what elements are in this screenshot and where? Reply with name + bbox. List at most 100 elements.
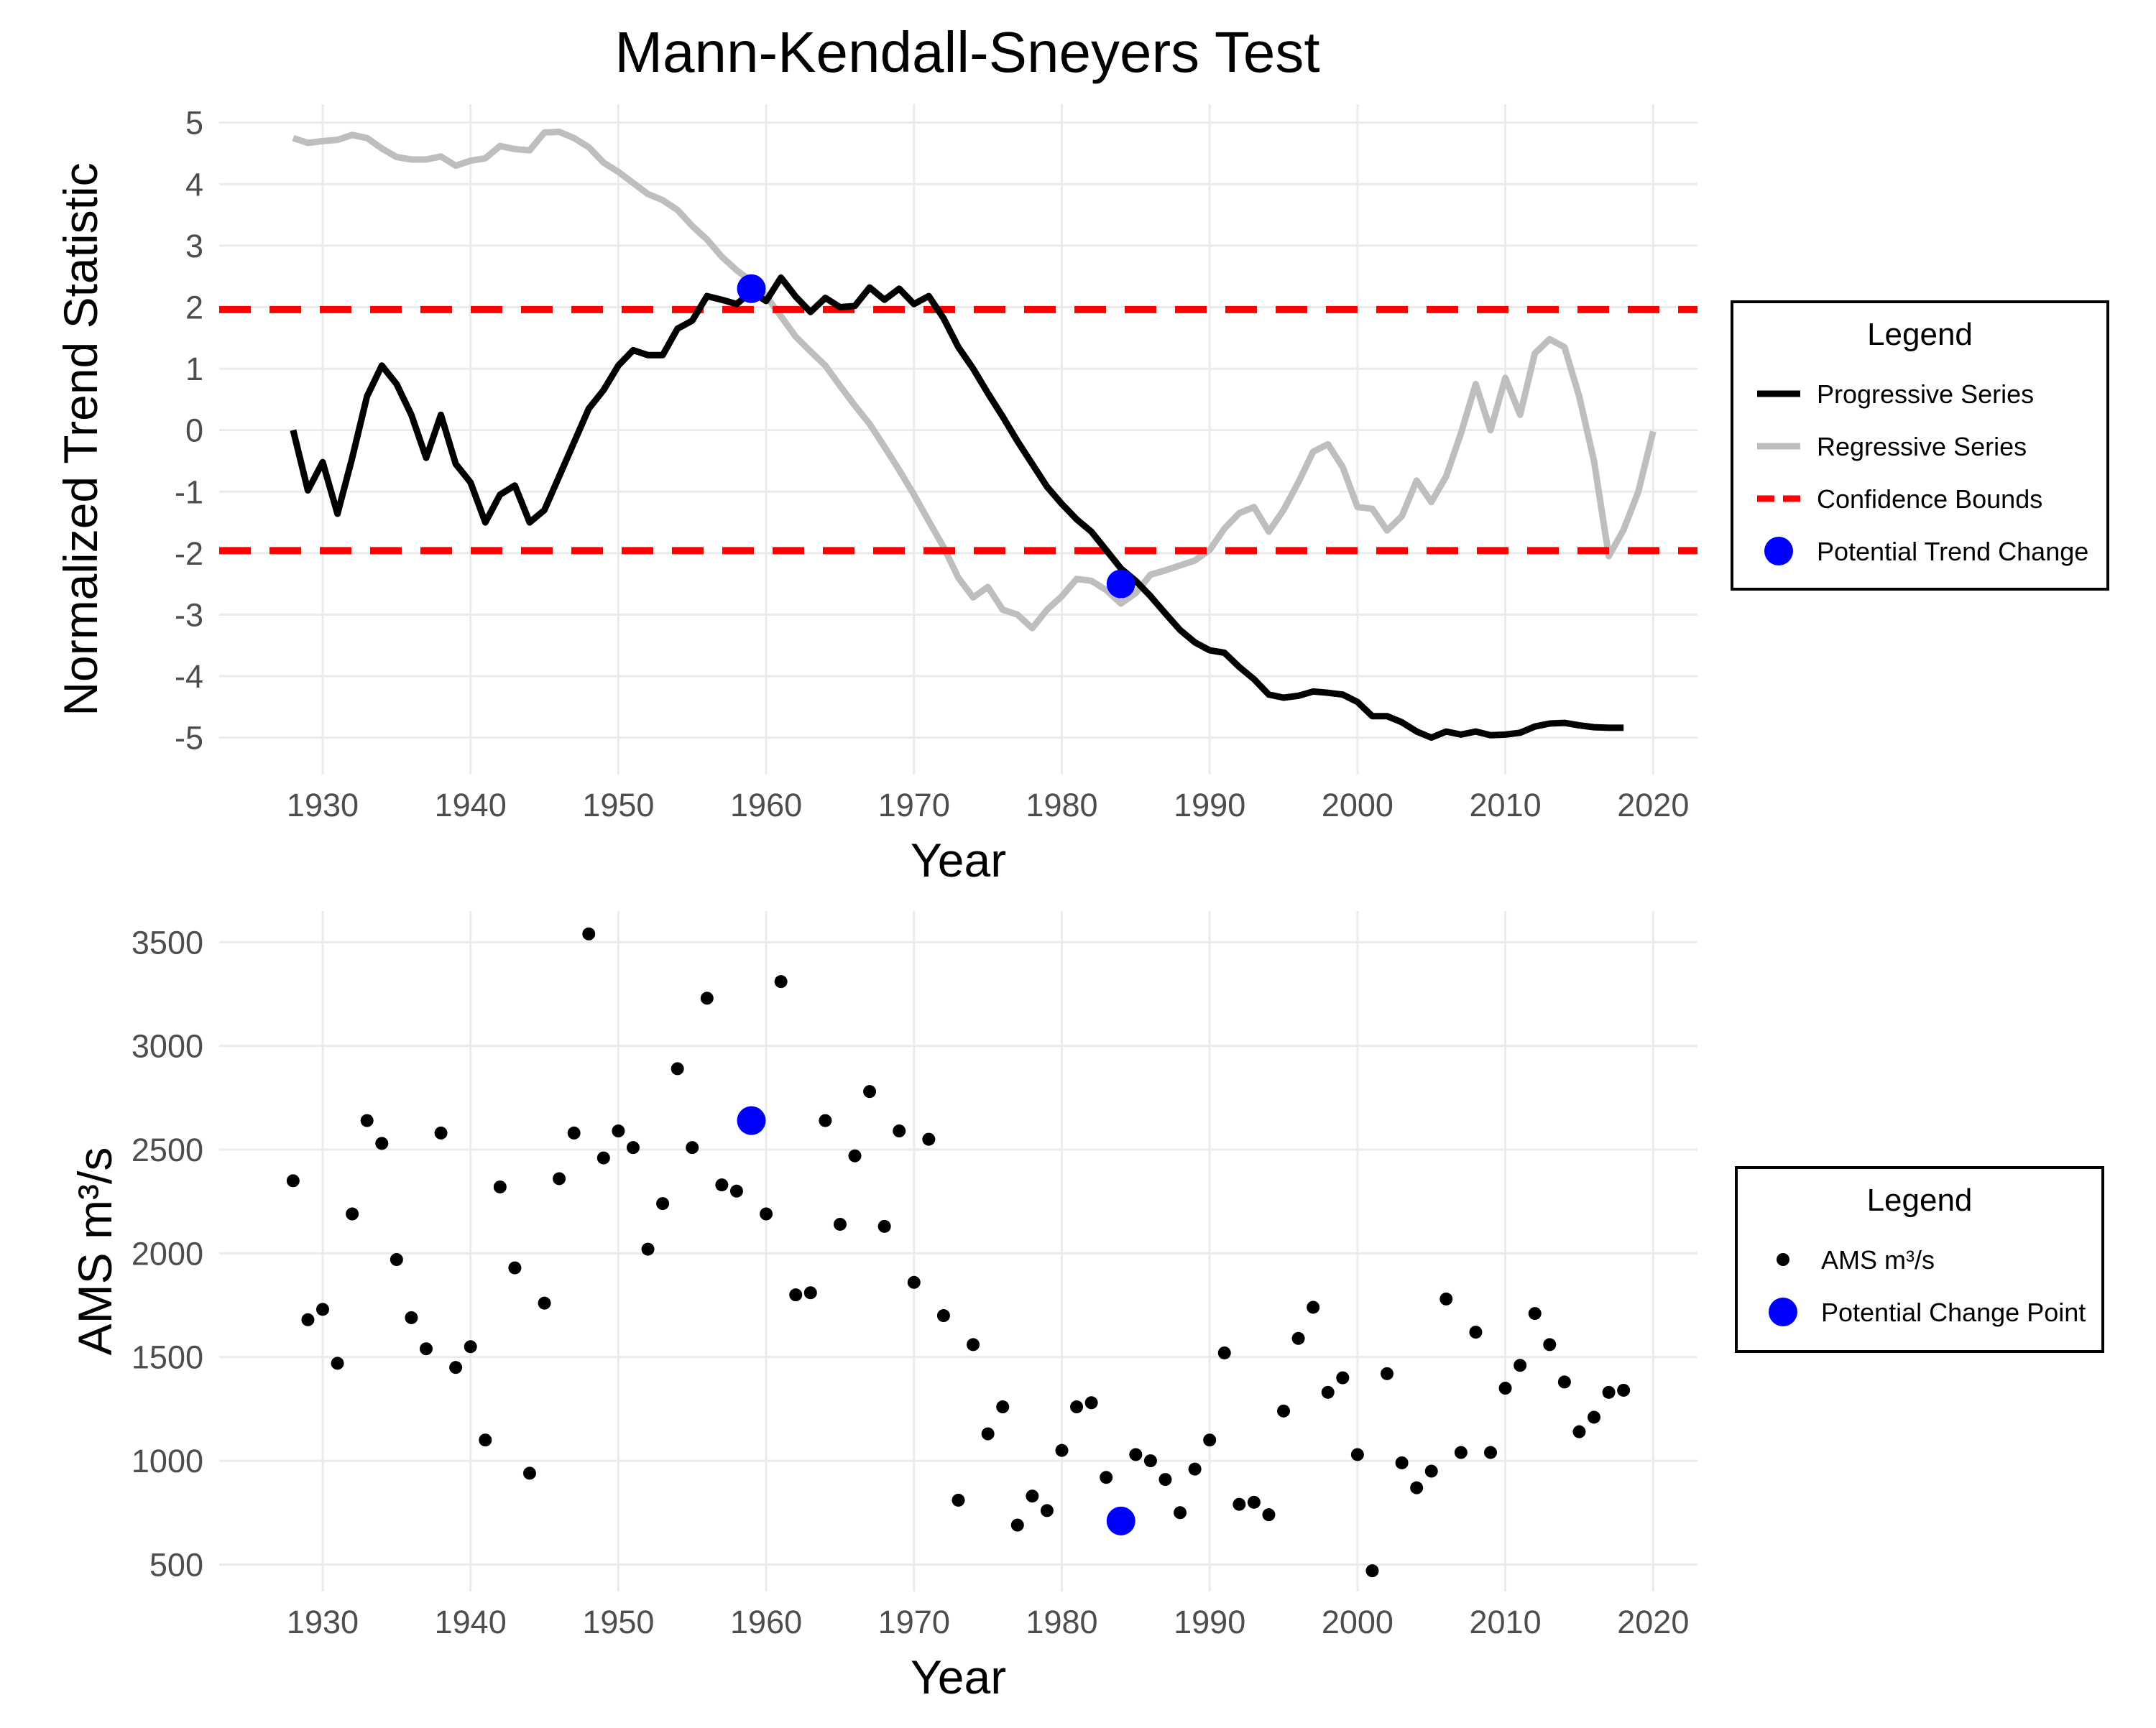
ams-point (1484, 1446, 1498, 1459)
ams-point (346, 1207, 359, 1221)
ams-point (907, 1275, 921, 1289)
y-tick-label: -1 (175, 473, 203, 510)
ams-point (626, 1141, 640, 1155)
x-tick-label: 2010 (1470, 787, 1542, 823)
x-tick-label: 2020 (1617, 1604, 1689, 1640)
ams-point (1307, 1300, 1320, 1314)
ams-point (1203, 1433, 1217, 1447)
ams-point (1055, 1443, 1069, 1457)
legend-box (1735, 1166, 2104, 1353)
ams-point (522, 1466, 536, 1480)
ams-point (1321, 1385, 1335, 1399)
ams-point (967, 1338, 980, 1352)
ams-point (803, 1286, 817, 1300)
x-tick-label: 2010 (1470, 1604, 1542, 1640)
ams-point (1010, 1518, 1024, 1532)
y-tick-label: 500 (149, 1546, 203, 1583)
x-tick-label: 2000 (1322, 1604, 1393, 1640)
trend-change-point (1106, 569, 1135, 599)
ams-point (508, 1261, 522, 1275)
legend-label: Progressive Series (1817, 379, 2034, 409)
ams-point (893, 1124, 906, 1138)
y-tick-label: 2000 (132, 1235, 203, 1272)
ams-point (1543, 1338, 1557, 1352)
ams-point (981, 1427, 995, 1441)
ams-point (996, 1400, 1010, 1414)
ams-point (1498, 1382, 1512, 1395)
ams-point (1617, 1383, 1631, 1397)
x-tick-label: 1970 (878, 787, 950, 823)
x-tick-label: 2020 (1617, 787, 1689, 823)
y-tick-label: 3 (185, 228, 203, 264)
y-tick-label: 1000 (132, 1443, 203, 1479)
x-tick-label: 1980 (1026, 787, 1097, 823)
ams-point (464, 1340, 477, 1354)
ams-point (301, 1313, 315, 1326)
y-tick-label: 4 (185, 166, 203, 203)
ams-point (479, 1433, 492, 1447)
x-tick-label: 1940 (435, 1604, 507, 1640)
y-tick-label: 1500 (132, 1339, 203, 1376)
change-point-marker (1106, 1506, 1135, 1535)
y-tick-label: 0 (185, 412, 203, 449)
ams-point (1233, 1497, 1246, 1511)
ams-point (612, 1124, 625, 1138)
trend-legend: Legend Progressive Series Regressive Serie… (1731, 300, 2109, 591)
ams-point (1100, 1471, 1113, 1484)
ams-point (1395, 1456, 1409, 1469)
ams-point (877, 1219, 891, 1233)
ams-point (1572, 1425, 1586, 1438)
x-tick-label: 1930 (287, 787, 359, 823)
legend-label: Potential Change Point (1821, 1298, 2086, 1327)
ams-point (1410, 1481, 1424, 1494)
chart-title: Mann-Kendall-Sneyers Test (614, 20, 1319, 84)
ams-point (1439, 1292, 1453, 1306)
legend-label: Potential Trend Change (1817, 537, 2088, 566)
legend-label: AMS m³/s (1821, 1245, 1935, 1275)
ams-point (493, 1180, 507, 1193)
ams-point (715, 1178, 729, 1192)
ams-point (375, 1137, 389, 1150)
ams-point (419, 1342, 433, 1356)
legend-label: Regressive Series (1817, 432, 2027, 461)
trend-change-point (737, 274, 766, 303)
ams-point (553, 1172, 566, 1186)
ams-point (760, 1207, 773, 1221)
ams-point (1336, 1371, 1350, 1385)
legend-key-point (1764, 537, 1793, 565)
ams-point (1040, 1504, 1054, 1517)
y-axis-title: Normalized Trend Statistic (54, 162, 107, 716)
ams-point (596, 1151, 610, 1165)
ams-point (774, 975, 788, 989)
legend-title: Legend (1867, 1183, 1973, 1218)
y-tick-label: -2 (175, 535, 203, 572)
ams-legend: Legend AMS m³/s Potential Change Point (1735, 1166, 2104, 1353)
legend-key-point (1777, 1253, 1789, 1266)
legend-key-point (1769, 1298, 1797, 1326)
ams-point (1381, 1367, 1394, 1380)
ams-point (729, 1184, 743, 1198)
ams-point (434, 1126, 448, 1140)
y-tick-label: 3500 (132, 924, 203, 961)
ams-point (1070, 1400, 1084, 1414)
grid-lines (219, 911, 1697, 1591)
ams-point (819, 1114, 832, 1127)
y-tick-label: 1 (185, 351, 203, 387)
x-tick-label: 1960 (730, 787, 802, 823)
regressive-series-line (292, 129, 1657, 632)
ams-point (863, 1085, 877, 1099)
x-tick-label: 1930 (287, 1604, 359, 1640)
ams-point (567, 1126, 581, 1140)
ams-point (1588, 1410, 1601, 1424)
x-tick-label: 1980 (1026, 1604, 1097, 1640)
x-tick-label: 1970 (878, 1604, 950, 1640)
ams-point (1247, 1495, 1261, 1509)
ams-point (922, 1132, 936, 1146)
ams-point (1365, 1564, 1379, 1578)
ams-point (1350, 1448, 1364, 1461)
ams-point (449, 1361, 463, 1374)
legend-title: Legend (1867, 317, 1973, 352)
trend-statistic-panel: 1930 1940 1950 1960 1970 1980 1990 2000 2010 2020… (54, 104, 1697, 887)
y-tick-label: 3000 (132, 1028, 203, 1065)
